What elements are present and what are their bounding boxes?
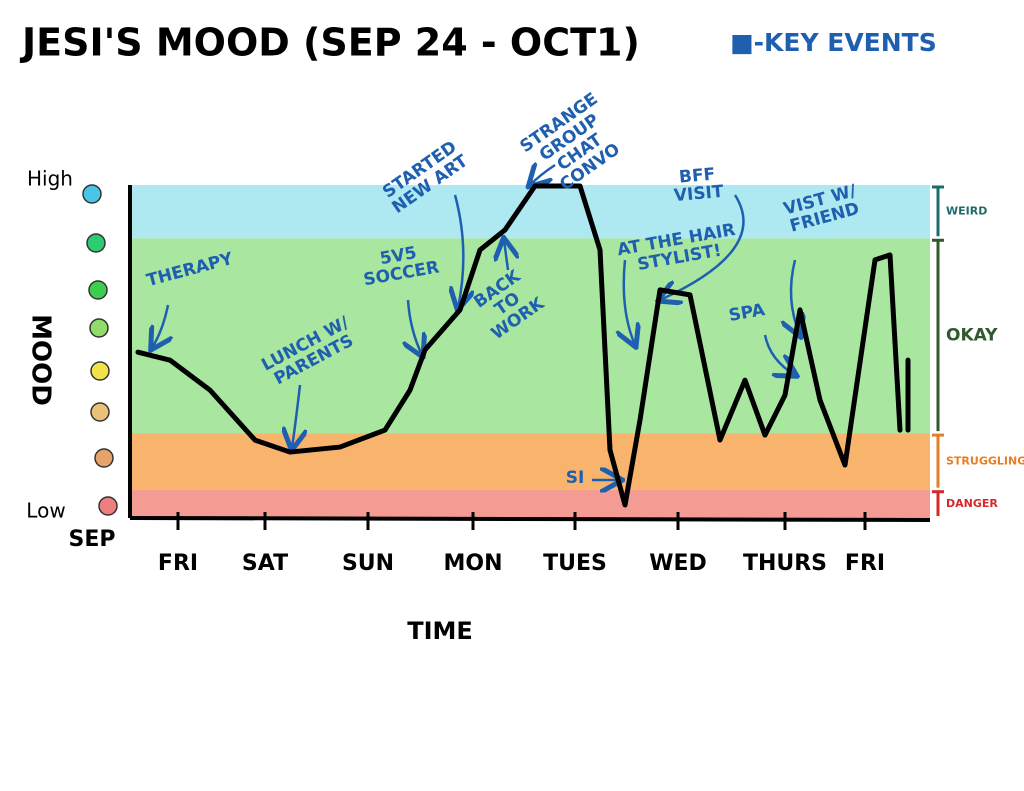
band: [130, 489, 930, 518]
legend: ■-KEY EVENTS: [730, 28, 937, 57]
mood-faces: [82, 184, 118, 516]
x-tick-label: MON: [443, 551, 502, 576]
band-label: DANGER: [946, 497, 998, 510]
band-label: OKAY: [946, 326, 998, 346]
y-axis-title: MOOD: [26, 314, 56, 406]
annotation: SI: [565, 468, 585, 488]
axes: FRI SAT SUN MON TUES WED THURS FRI: [128, 183, 931, 576]
chart-title: JESI'S MOOD (SEP 24 - OCT1): [19, 21, 640, 65]
band-label: WEIRD: [946, 205, 987, 218]
band: [130, 238, 930, 434]
x-tick-label: SAT: [242, 551, 288, 576]
x-axis: [129, 516, 931, 522]
x-start-label: SEP: [69, 527, 116, 552]
mood-line: [135, 183, 911, 508]
band: [130, 433, 930, 490]
y-low-label: Low: [26, 499, 65, 523]
x-tick-label: WED: [649, 551, 707, 576]
y-high-label: High: [27, 167, 73, 191]
x-tick-label: FRI: [158, 551, 198, 576]
x-tick-label: SUN: [342, 551, 394, 576]
x-tick-label: THURS: [743, 551, 827, 576]
x-tick-label: FRI: [845, 551, 885, 576]
annotation: BFF VISIT: [673, 164, 725, 206]
x-tick-label: TUES: [543, 551, 607, 576]
band-label: STRUGGLING: [946, 454, 1024, 467]
x-axis-title: TIME: [407, 617, 473, 645]
